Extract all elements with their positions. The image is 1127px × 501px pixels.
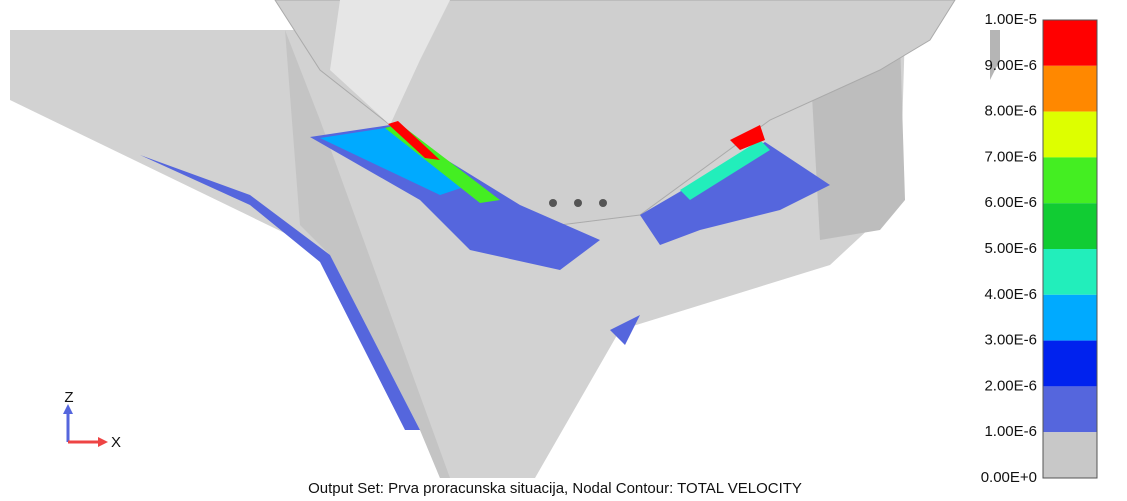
caption: Output Set: Prva proracunska situacija, … [308, 480, 802, 497]
legend-swatch [1043, 341, 1097, 387]
legend-swatch [1043, 20, 1097, 66]
dot [599, 199, 607, 207]
dot [549, 199, 557, 207]
x-label: X [111, 434, 121, 451]
legend-swatch [1043, 432, 1097, 478]
legend-label: 0.00E+0 [981, 469, 1037, 486]
legend-label: 4.00E-6 [984, 286, 1037, 303]
viewport: Z X 1.00E-5 9.00E-6 8.00E-6 7.00E-6 6.00E-6 5… [0, 0, 1127, 501]
legend-label: 1.00E-5 [984, 11, 1037, 28]
triad: Z X [63, 389, 121, 451]
legend-label: 9.00E-6 [984, 57, 1037, 74]
x-arrow [98, 437, 108, 447]
legend-label: 1.00E-6 [984, 423, 1037, 440]
legend-swatch [1043, 112, 1097, 158]
legend-swatch [1043, 249, 1097, 295]
legend-label: 2.00E-6 [984, 377, 1037, 394]
legend-swatch [1043, 66, 1097, 112]
legend-swatch [1043, 157, 1097, 203]
model [10, 0, 1000, 478]
legend-swatch [1043, 295, 1097, 341]
legend-label: 8.00E-6 [984, 103, 1037, 120]
legend-label: 3.00E-6 [984, 332, 1037, 349]
dot [574, 199, 582, 207]
legend-label: 6.00E-6 [984, 194, 1037, 211]
legend-label: 7.00E-6 [984, 148, 1037, 165]
legend-swatch [1043, 203, 1097, 249]
legend-swatch [1043, 386, 1097, 432]
legend-label: 5.00E-6 [984, 240, 1037, 257]
z-label: Z [64, 389, 73, 406]
legend: 1.00E-5 9.00E-6 8.00E-6 7.00E-6 6.00E-6 5.00E… [981, 11, 1097, 486]
